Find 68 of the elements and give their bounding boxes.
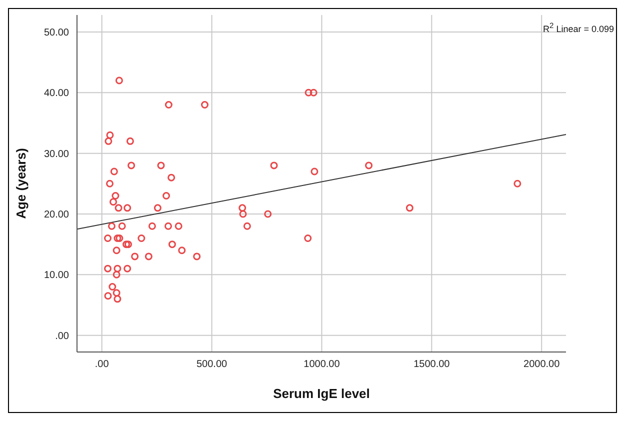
point (310, 168, 318, 176)
point (243, 222, 251, 230)
point (164, 101, 172, 109)
point (114, 264, 122, 272)
x-axis-title: Serum IgE level (273, 386, 370, 401)
point (114, 234, 122, 242)
point (124, 264, 132, 272)
y-tick-label: 50.00 (44, 28, 70, 39)
point (108, 283, 116, 291)
y-tick-label: 30.00 (44, 148, 70, 160)
point (514, 180, 522, 188)
point (131, 252, 139, 260)
point (144, 252, 152, 260)
point (168, 174, 176, 182)
point (157, 162, 165, 170)
point (108, 222, 116, 230)
point (112, 246, 120, 254)
y-tick-label: 20.00 (44, 210, 70, 221)
point (200, 101, 208, 109)
point (124, 204, 132, 212)
point (162, 192, 170, 200)
point (104, 234, 112, 242)
point (112, 270, 120, 278)
point (112, 192, 120, 200)
point (104, 292, 112, 300)
point (365, 162, 373, 170)
y-tick-label: 40.00 (44, 88, 70, 100)
x-tick-label: .00 (94, 359, 110, 370)
y-tick-label: 10.00 (44, 270, 70, 282)
x-tick-label: 1500.00 (414, 359, 450, 370)
point (114, 204, 122, 212)
point (304, 88, 312, 96)
point (112, 289, 120, 297)
point (138, 234, 146, 242)
point (193, 252, 201, 260)
point (270, 162, 278, 170)
annotation: R$^{2}$ Linear = 0.099 (543, 21, 614, 34)
point (128, 162, 136, 170)
point (148, 222, 156, 230)
point (106, 180, 114, 188)
point (124, 240, 132, 248)
point (406, 204, 414, 212)
point (238, 204, 246, 212)
point (304, 234, 312, 242)
point (264, 210, 272, 218)
x-tick-label: 500.00 (196, 359, 228, 370)
point (110, 168, 118, 176)
y-axis-title: Age (years) (14, 148, 29, 219)
point (118, 222, 126, 230)
point (110, 198, 118, 206)
point (115, 76, 123, 84)
point (168, 240, 176, 248)
point (122, 240, 130, 248)
point (239, 210, 247, 218)
point (178, 246, 186, 254)
point (116, 234, 124, 242)
point (154, 204, 162, 212)
point (174, 222, 182, 230)
point (104, 137, 112, 145)
point (310, 88, 318, 96)
point (114, 295, 122, 303)
x-tick-label: 2000.00 (524, 359, 560, 370)
point (164, 222, 172, 230)
point (104, 264, 112, 272)
y-tick-label: .00 (55, 330, 70, 342)
x-tick-label: 1000.00 (304, 359, 340, 370)
point (106, 131, 114, 139)
point (126, 137, 134, 145)
